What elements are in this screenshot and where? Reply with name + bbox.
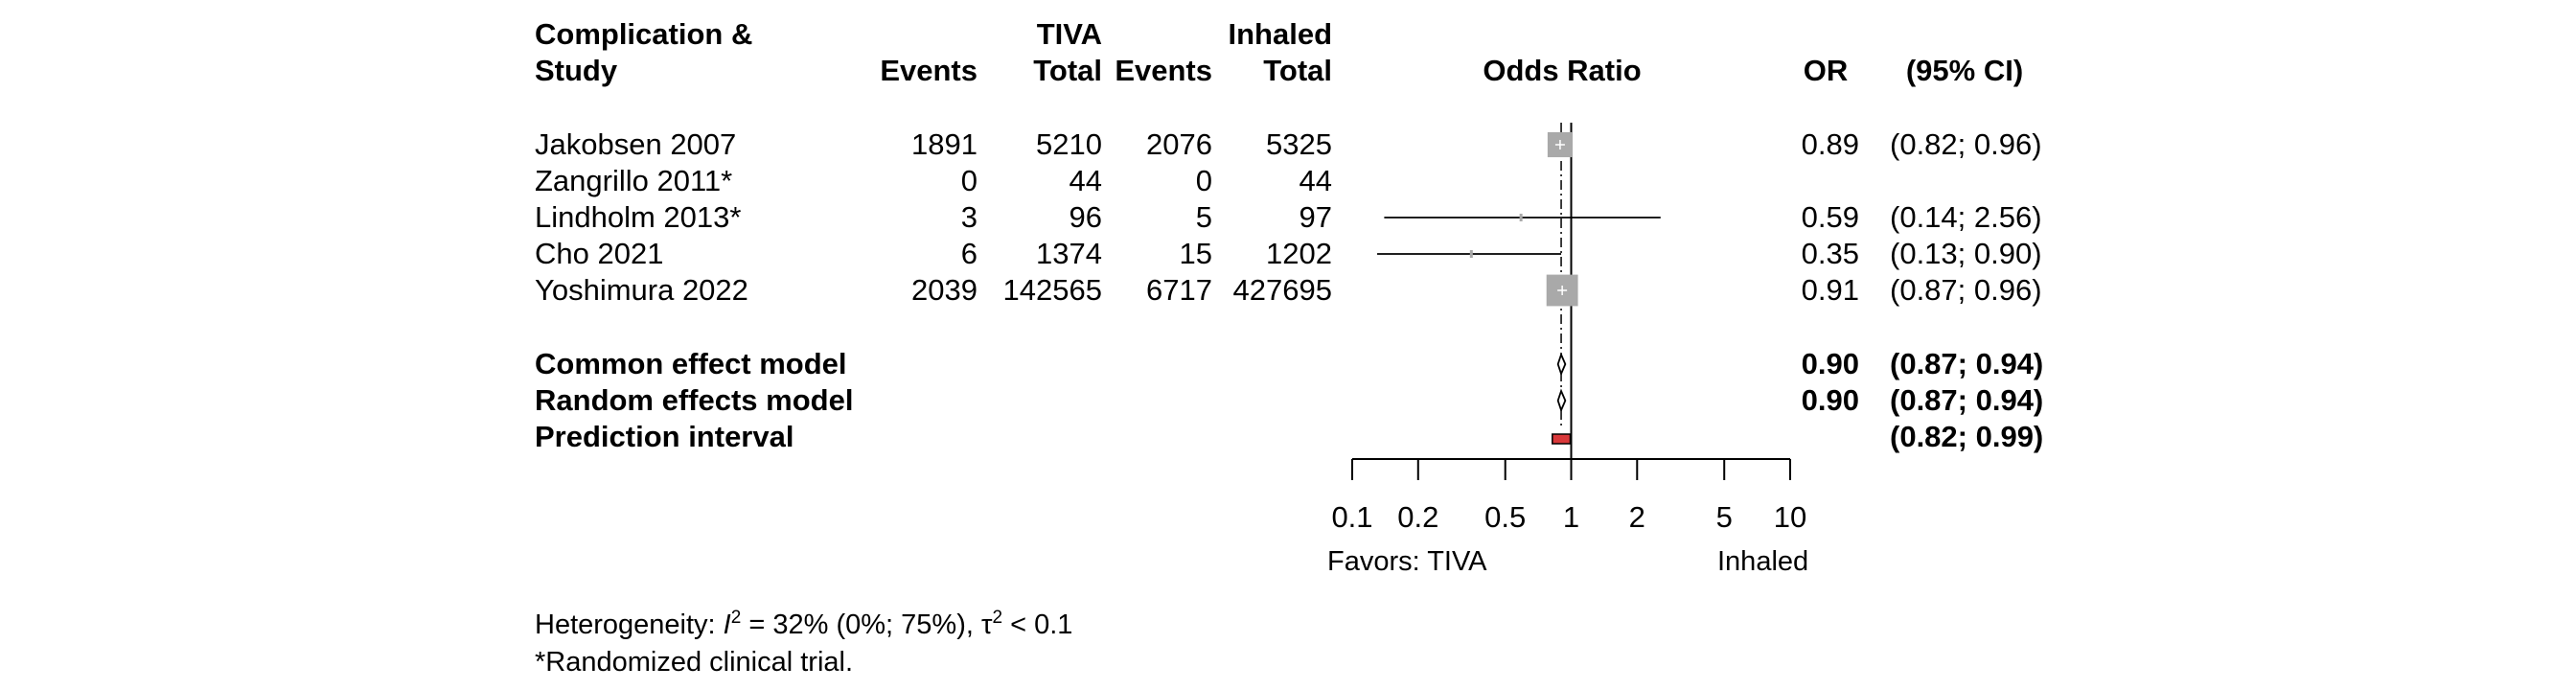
random-effects-diamond: [1556, 388, 1567, 413]
favors-left-label: Favors: TIVA: [1327, 546, 1487, 577]
footnote: *Randomized clinical trial.: [535, 647, 854, 678]
x-tick-label: 2: [1629, 500, 1645, 534]
header-study: Study: [535, 54, 618, 87]
header-or: OR: [1803, 54, 1849, 87]
total-inhaled: 44: [1299, 164, 1332, 197]
total-inhaled: 97: [1299, 200, 1332, 234]
x-tick-label: 0.1: [1331, 500, 1372, 534]
x-tick-label: 5: [1716, 500, 1733, 534]
favors-right-label: Inhaled: [1717, 546, 1809, 577]
header-events-inhaled: Events: [1115, 54, 1212, 87]
events-tiva: 0: [960, 164, 978, 197]
random-effects-or: 0.90: [1801, 383, 1859, 417]
study-name: Cho 2021: [535, 237, 664, 270]
i-squared-exponent: 2: [730, 608, 742, 628]
events-inhaled: 2076: [1146, 127, 1212, 161]
tau-symbol: τ: [980, 610, 993, 640]
total-tiva: 44: [1069, 164, 1102, 197]
total-tiva: 142565: [1002, 273, 1102, 307]
or-value: 0.91: [1801, 273, 1859, 307]
common-effect-diamond: [1556, 352, 1567, 377]
prediction-interval-label: Prediction interval: [535, 420, 794, 453]
tau-exponent: 2: [992, 608, 1003, 628]
study-name: Zangrillo 2011*: [535, 164, 733, 197]
or-value: 0.35: [1801, 237, 1859, 270]
tau-value: < 0.1: [1002, 610, 1073, 640]
total-tiva: 1374: [1036, 237, 1102, 270]
total-inhaled: 1202: [1266, 237, 1332, 270]
study-square: [1469, 250, 1473, 258]
total-inhaled: 5325: [1266, 127, 1332, 161]
x-tick-label: 0.2: [1397, 500, 1438, 534]
common-effect-ci: (0.87; 0.94): [1890, 347, 2044, 380]
total-tiva: 96: [1069, 200, 1102, 234]
events-inhaled: 0: [1195, 164, 1212, 197]
header-ci: (95% CI): [1905, 54, 2024, 87]
random-effects-ci: (0.87; 0.94): [1890, 383, 2044, 417]
events-tiva: 6: [960, 237, 978, 270]
random-effects-label: Random effects model: [535, 383, 854, 417]
study-name: Yoshimura 2022: [535, 273, 748, 307]
ci-value: (0.82; 0.96): [1890, 127, 2042, 161]
events-tiva: 3: [960, 200, 978, 234]
header-total-tiva: Total: [1033, 54, 1102, 87]
header-odds-ratio: Odds Ratio: [1483, 54, 1642, 87]
events-inhaled: 5: [1195, 200, 1212, 234]
events-inhaled: 15: [1179, 237, 1212, 270]
i-squared-symbol: I: [723, 610, 731, 640]
events-tiva: 2039: [911, 273, 978, 307]
x-tick-label: 0.5: [1484, 500, 1526, 534]
heterogeneity-text: Heterogeneity: I2 = 32% (0%; 75%), τ2 < …: [535, 608, 1072, 642]
study-name: Lindholm 2013*: [535, 200, 742, 234]
study-square: [1519, 214, 1523, 221]
total-tiva: 5210: [1036, 127, 1102, 161]
prediction-interval-ci: (0.82; 0.99): [1890, 420, 2044, 453]
header-events-tiva: Events: [880, 54, 978, 87]
or-value: 0.89: [1801, 127, 1859, 161]
x-tick-label: 10: [1774, 500, 1806, 534]
total-inhaled: 427695: [1232, 273, 1332, 307]
heterogeneity-prefix: Heterogeneity:: [535, 610, 724, 640]
ci-value: (0.87; 0.96): [1890, 273, 2042, 307]
events-inhaled: 6717: [1146, 273, 1212, 307]
or-value: 0.59: [1801, 200, 1859, 234]
study-name: Jakobsen 2007: [535, 127, 737, 161]
ci-value: (0.14; 2.56): [1890, 200, 2042, 234]
x-tick-label: 1: [1563, 500, 1579, 534]
ci-value: (0.13; 0.90): [1890, 237, 2042, 270]
header-inhaled: Inhaled: [1228, 17, 1332, 51]
header-complication: Complication &: [535, 17, 753, 51]
common-effect-label: Common effect model: [535, 347, 847, 380]
prediction-interval-bar: [1552, 433, 1572, 445]
header-tiva: TIVA: [1036, 17, 1102, 51]
header-total-inhaled: Total: [1263, 54, 1332, 87]
common-effect-or: 0.90: [1801, 347, 1859, 380]
events-tiva: 1891: [911, 127, 978, 161]
i-squared-value: = 32% (0%; 75%),: [741, 610, 981, 640]
